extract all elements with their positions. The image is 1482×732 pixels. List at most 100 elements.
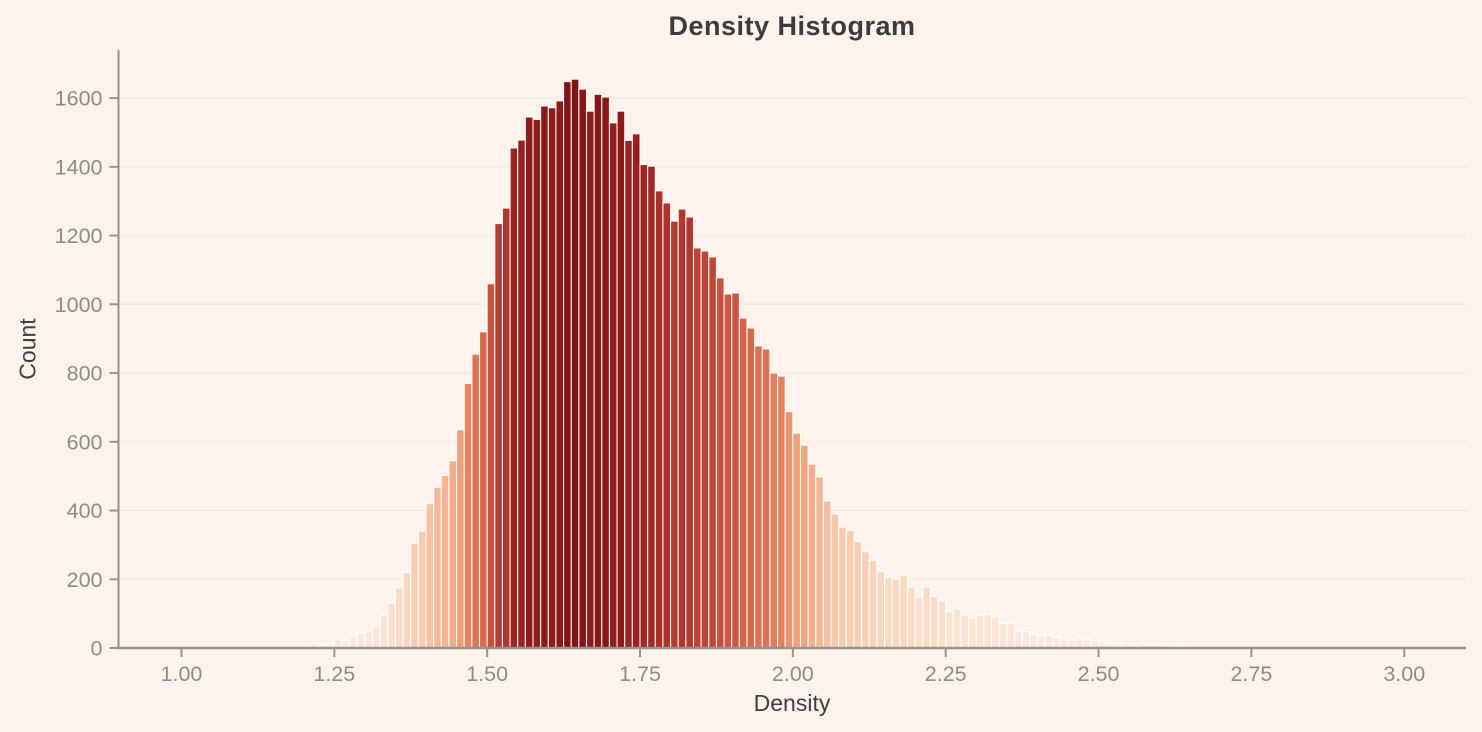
histogram-bar xyxy=(417,530,427,649)
histogram-bar xyxy=(547,107,557,649)
histogram-bar xyxy=(494,223,504,649)
histogram-bar xyxy=(769,372,779,649)
histogram-bar xyxy=(570,78,580,649)
histogram-bar xyxy=(700,250,710,649)
x-tick-label: 1.75 xyxy=(619,662,661,686)
y-tick-label: 1200 xyxy=(55,224,103,248)
histogram-bar xyxy=(456,429,465,649)
x-tick-label: 1.25 xyxy=(313,662,355,686)
y-tick-label: 800 xyxy=(67,362,103,386)
x-tick-label: 2.25 xyxy=(925,662,967,686)
histogram-bar xyxy=(960,614,970,649)
histogram-bar xyxy=(708,256,717,649)
histogram-bar xyxy=(585,110,595,649)
histogram-bar xyxy=(922,586,931,649)
histogram-bar xyxy=(356,632,366,649)
histogram-bar xyxy=(937,600,947,649)
histogram-bar xyxy=(891,578,901,649)
histogram-bar xyxy=(517,139,526,649)
histogram-bar xyxy=(639,163,649,649)
histogram-bar xyxy=(379,614,389,649)
y-axis-label: Count xyxy=(14,318,41,380)
histogram-bar xyxy=(471,353,481,649)
x-tick-label: 2.75 xyxy=(1230,662,1272,686)
y-tick-label: 200 xyxy=(67,568,103,592)
histogram-bar xyxy=(876,571,886,649)
histogram-bar xyxy=(1044,634,1054,649)
histogram-bar xyxy=(540,105,549,649)
histogram-bar xyxy=(929,595,939,649)
histogram-bar xyxy=(563,81,572,649)
histogram-bar xyxy=(838,526,847,649)
histogram-bar xyxy=(654,190,664,649)
histogram-bar xyxy=(685,216,695,649)
histogram-bar xyxy=(433,486,442,649)
x-tick-label: 1.00 xyxy=(161,662,203,686)
histogram-bar xyxy=(1021,631,1031,649)
histogram-bar xyxy=(945,611,954,649)
histogram-bar xyxy=(830,513,840,649)
x-tick-label: 2.50 xyxy=(1078,662,1120,686)
histogram-bar xyxy=(532,118,542,649)
histogram-bar xyxy=(555,100,565,649)
histogram-bar xyxy=(968,617,977,649)
histogram-bar xyxy=(402,571,412,649)
histogram-bar xyxy=(845,529,855,649)
histogram-bar xyxy=(799,444,809,649)
histogram-bar xyxy=(861,551,870,649)
histogram-bar xyxy=(884,576,893,649)
histogram-bar xyxy=(501,207,511,649)
histogram-bar xyxy=(647,165,656,649)
histogram-bar xyxy=(998,622,1008,649)
histogram-bar xyxy=(349,635,358,649)
histogram-bar xyxy=(815,476,824,649)
histogram-bar xyxy=(792,432,802,649)
histogram-bar xyxy=(1075,637,1084,649)
histogram-bar xyxy=(692,247,702,649)
histogram-bar xyxy=(1052,636,1061,649)
histogram-bar xyxy=(777,375,786,649)
y-tick-label: 0 xyxy=(91,637,103,661)
histogram-bar xyxy=(991,616,1000,649)
histogram-bar xyxy=(364,631,374,649)
histogram-bar xyxy=(761,348,771,649)
histogram-bar xyxy=(371,625,381,649)
histogram-bar xyxy=(952,608,962,649)
histogram-bar xyxy=(478,331,488,649)
histogram-bar xyxy=(425,503,435,649)
histogram-bar xyxy=(738,317,748,649)
histogram-bar xyxy=(448,460,458,649)
histogram-bar xyxy=(509,147,519,649)
histogram-bar xyxy=(631,133,641,649)
chart-title: Density Histogram xyxy=(668,11,916,41)
histogram-bar xyxy=(746,327,756,649)
histogram-bar xyxy=(1036,635,1046,649)
histogram-bar xyxy=(723,293,733,649)
histogram-bar xyxy=(1006,622,1016,649)
histogram-bar xyxy=(387,602,397,649)
histogram-bar xyxy=(333,638,343,649)
histogram-bar xyxy=(914,597,924,649)
histogram-bar xyxy=(463,382,473,649)
histogram-bar xyxy=(784,410,794,649)
y-tick-label: 400 xyxy=(67,499,103,523)
histogram-bar xyxy=(524,116,534,649)
histogram-bar xyxy=(853,540,863,649)
histogram-bar xyxy=(1059,637,1069,649)
x-tick-label: 3.00 xyxy=(1383,662,1425,686)
histogram-bar xyxy=(868,559,878,649)
histogram-bar xyxy=(899,574,909,649)
histogram-bar xyxy=(616,110,626,649)
histogram-bar xyxy=(807,463,817,649)
histogram-bar xyxy=(670,220,679,649)
histogram-bar xyxy=(624,139,633,649)
histogram-bar xyxy=(754,345,763,649)
y-tick-label: 1000 xyxy=(55,293,103,317)
histogram-bar xyxy=(662,202,672,649)
histogram-bar xyxy=(608,122,618,649)
histogram-bar xyxy=(1082,638,1092,649)
histogram-bar xyxy=(1029,633,1038,649)
histogram-bar xyxy=(1013,630,1023,649)
histogram-bar xyxy=(822,500,832,649)
